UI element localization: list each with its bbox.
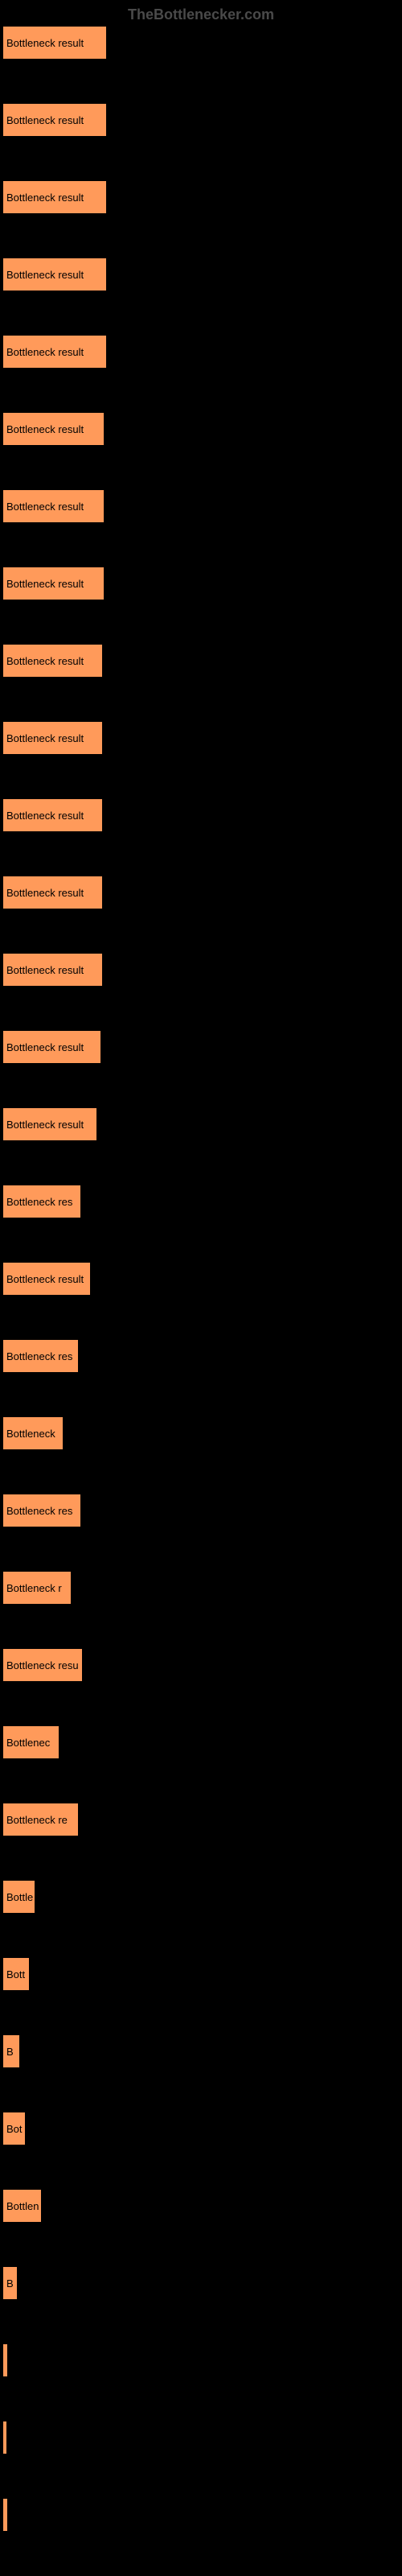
bar-label: Bottleneck result <box>6 423 84 435</box>
bar-row: Bottleneck result <box>3 567 399 600</box>
bar-label: Bottleneck result <box>6 1041 84 1053</box>
bar-row: Bottlen <box>3 2190 399 2222</box>
bar-row: Bottleneck res <box>3 1494 399 1527</box>
bar-row: Bottleneck res <box>3 1185 399 1218</box>
bar-label: Bottleneck res <box>6 1505 72 1517</box>
bar-label: Bottle <box>6 1891 33 1903</box>
bar-row: Bottleneck result <box>3 799 399 831</box>
bar-label: Bottleneck result <box>6 269 84 281</box>
bar-row: Bottleneck result <box>3 1108 399 1140</box>
bar-row <box>3 2499 399 2531</box>
bar-row: Bottleneck result <box>3 258 399 291</box>
bar-row: Bottleneck result <box>3 490 399 522</box>
bar-row: Bottle <box>3 1881 399 1913</box>
bar: Bottleneck result <box>3 181 106 213</box>
bar-row: Bott <box>3 1958 399 1990</box>
bar-label: Bottleneck result <box>6 1273 84 1285</box>
bar: Bottleneck result <box>3 954 102 986</box>
bar-row <box>3 2344 399 2376</box>
bar-label: Bottleneck result <box>6 501 84 513</box>
bar: Bottleneck result <box>3 490 104 522</box>
bar: Bottleneck result <box>3 1031 100 1063</box>
bar-label: Bottleneck result <box>6 1119 84 1131</box>
bar-label: Bottleneck result <box>6 114 84 126</box>
bar-label: Bottleneck result <box>6 192 84 204</box>
bar-row: Bottleneck r <box>3 1572 399 1604</box>
bar-row: Bottleneck result <box>3 104 399 136</box>
bar-row: Bottleneck <box>3 1417 399 1449</box>
bar-label: B <box>6 2277 14 2290</box>
bar-label: Bottlen <box>6 2200 39 2212</box>
bar-label: Bottleneck r <box>6 1582 62 1594</box>
bar: Bottlenec <box>3 1726 59 1758</box>
bar: B <box>3 2267 17 2299</box>
bar-label: Bottleneck result <box>6 578 84 590</box>
bar-row: B <box>3 2267 399 2299</box>
bar-label: Bottleneck result <box>6 655 84 667</box>
bar-label: Bottleneck res <box>6 1196 72 1208</box>
bar-label: Bottleneck result <box>6 346 84 358</box>
bar-row: Bottleneck result <box>3 27 399 59</box>
bar-row: Bottlenec <box>3 1726 399 1758</box>
bar: Bottleneck result <box>3 104 106 136</box>
bar: Bottleneck result <box>3 336 106 368</box>
bar: Bottleneck result <box>3 1108 96 1140</box>
bar: Bottleneck result <box>3 567 104 600</box>
bar-label: Bottleneck result <box>6 887 84 899</box>
bar: Bottleneck result <box>3 413 104 445</box>
bar-row: Bot <box>3 2112 399 2145</box>
bar-row: Bottleneck result <box>3 722 399 754</box>
bar-label: Bottleneck resu <box>6 1659 79 1671</box>
bar <box>3 2344 7 2376</box>
bar-row: Bottleneck re <box>3 1803 399 1836</box>
bar-label: Bottleneck <box>6 1428 55 1440</box>
bar: Bottleneck result <box>3 27 106 59</box>
bar-label: Bottleneck result <box>6 732 84 744</box>
bar: Bottleneck result <box>3 258 106 291</box>
bar: Bottlen <box>3 2190 41 2222</box>
bar-label: Bott <box>6 1968 25 1980</box>
bar-row: Bottleneck res <box>3 1340 399 1372</box>
bar-row: Bottleneck result <box>3 954 399 986</box>
watermark-text: TheBottlenecker.com <box>0 0 402 27</box>
bar: Bottleneck result <box>3 876 102 909</box>
bar: Bottleneck res <box>3 1494 80 1527</box>
bar-label: Bottleneck result <box>6 37 84 49</box>
bar-label: Bottleneck result <box>6 964 84 976</box>
bar-row: Bottleneck result <box>3 1031 399 1063</box>
bar-row <box>3 2421 399 2454</box>
bar: Bott <box>3 1958 29 1990</box>
bar: Bottleneck result <box>3 645 102 677</box>
bar <box>3 2499 7 2531</box>
bar: Bottle <box>3 1881 35 1913</box>
bar-row: B <box>3 2035 399 2067</box>
bar-row: Bottleneck result <box>3 1263 399 1295</box>
bar-label: Bottleneck res <box>6 1350 72 1362</box>
bar: Bottleneck res <box>3 1340 78 1372</box>
bar-label: Bot <box>6 2123 23 2135</box>
bar <box>3 2421 6 2454</box>
bar-row: Bottleneck result <box>3 876 399 909</box>
bar: Bottleneck resu <box>3 1649 82 1681</box>
bar-label: B <box>6 2046 14 2058</box>
bar-row: Bottleneck resu <box>3 1649 399 1681</box>
bar-chart: Bottleneck result Bottleneck result Bottle… <box>0 27 402 2531</box>
bar: Bottleneck r <box>3 1572 71 1604</box>
bar: B <box>3 2035 19 2067</box>
bar-row: Bottleneck result <box>3 181 399 213</box>
bar-label: Bottleneck result <box>6 810 84 822</box>
bar: Bottleneck re <box>3 1803 78 1836</box>
bar: Bottleneck result <box>3 1263 90 1295</box>
bar: Bot <box>3 2112 25 2145</box>
bar: Bottleneck result <box>3 722 102 754</box>
bar-row: Bottleneck result <box>3 413 399 445</box>
bar-label: Bottlenec <box>6 1737 50 1749</box>
bar-row: Bottleneck result <box>3 336 399 368</box>
bar: Bottleneck res <box>3 1185 80 1218</box>
bar-row: Bottleneck result <box>3 645 399 677</box>
bar: Bottleneck <box>3 1417 63 1449</box>
bar: Bottleneck result <box>3 799 102 831</box>
bar-label: Bottleneck re <box>6 1814 68 1826</box>
